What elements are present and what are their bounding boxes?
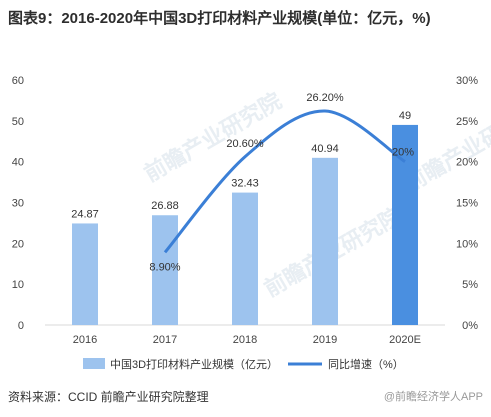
brand-label: @前瞻经济学人APP [383, 391, 483, 403]
y-left-tick-label: 0 [18, 320, 24, 332]
x-tick-label: 2017 [153, 334, 177, 346]
legend-label-line: 同比增速（%） [328, 357, 404, 371]
x-tick-label: 2020E [389, 334, 421, 346]
line-value-label: 8.90% [149, 261, 180, 273]
x-tick-label: 2018 [233, 334, 257, 346]
bar-value-label: 24.87 [71, 208, 99, 220]
line-value-label: 20% [392, 147, 414, 159]
y-right-tick-label: 25% [456, 116, 478, 128]
bar-value-label: 32.43 [231, 178, 259, 190]
x-tick-label: 2019 [313, 334, 337, 346]
y-left-tick-label: 60 [12, 75, 24, 87]
x-tick-label: 2016 [73, 334, 97, 346]
source-note: 资料来源：CCID 前瞻产业研究院整理 [8, 390, 209, 404]
y-right-tick-label: 10% [456, 238, 478, 250]
bar [312, 157, 338, 325]
chart-title: 图表9：2016-2020年中国3D打印材料产业规模(单位：亿元，%) [8, 10, 431, 27]
bar [152, 215, 178, 325]
bar [232, 192, 258, 325]
y-left-tick-label: 20 [12, 238, 24, 250]
legend-swatch-bar [83, 358, 105, 369]
growth-line [163, 109, 406, 254]
bar [392, 124, 418, 326]
line-value-label: 20.60% [226, 138, 264, 150]
y-right-tick-label: 5% [462, 279, 478, 291]
y-right-tick-label: 20% [456, 157, 478, 169]
line-value-label: 26.20% [306, 92, 344, 104]
y-right-tick-label: 30% [456, 75, 478, 87]
y-left-tick-label: 50 [12, 116, 24, 128]
y-left-tick-label: 10 [12, 279, 24, 291]
y-right-tick-label: 15% [456, 198, 478, 210]
bar-value-label: 26.88 [151, 200, 179, 212]
y-left-tick-label: 40 [12, 157, 24, 169]
legend-label-bar: 中国3D打印材料产业规模（亿元） [110, 357, 278, 371]
y-left-tick-label: 30 [12, 198, 24, 210]
bar-value-label: 40.94 [311, 143, 339, 155]
y-right-tick-label: 0% [462, 320, 478, 332]
bar [72, 223, 98, 325]
bar-value-label: 49 [399, 110, 411, 122]
